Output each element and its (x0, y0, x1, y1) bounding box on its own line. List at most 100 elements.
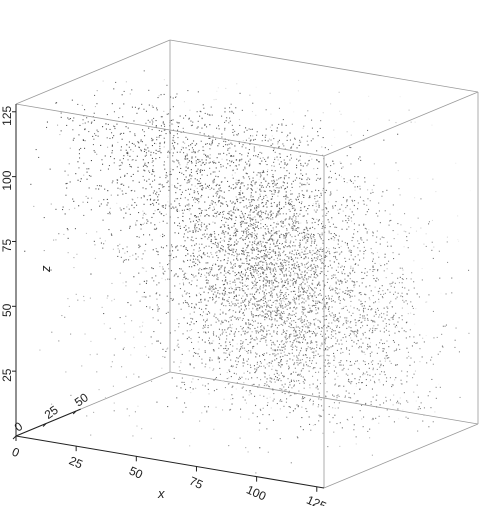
scatter-point (216, 388, 218, 390)
scatter-point (293, 339, 295, 341)
scatter-point (198, 307, 200, 309)
scatter-point (327, 211, 329, 213)
scatter-point (291, 280, 293, 282)
scatter-point (286, 341, 288, 343)
scatter-point (238, 194, 240, 196)
scatter-point (362, 124, 364, 126)
scatter-point (310, 429, 312, 431)
scatter-point (275, 303, 277, 305)
scatter-point (246, 234, 248, 236)
scatter-point (251, 201, 253, 203)
scatter-point (299, 213, 301, 215)
scatter-point (252, 282, 254, 284)
scatter-point (245, 278, 247, 280)
scatter-point (329, 181, 331, 183)
scatter-point (257, 262, 259, 264)
scatter-point (235, 304, 237, 306)
scatter-point (170, 253, 172, 255)
scatter-point (354, 180, 356, 182)
scatter-point (346, 242, 348, 244)
scatter-point (298, 286, 300, 288)
scatter-point (283, 274, 285, 276)
scatter-point (281, 349, 283, 351)
scatter-point (289, 132, 291, 134)
scatter-point (263, 277, 265, 279)
scatter-point (227, 299, 229, 301)
scatter-point (200, 212, 202, 214)
scatter-point (301, 183, 303, 185)
scatter-point (288, 261, 290, 263)
scatter-point (262, 354, 264, 356)
scatter-point (274, 344, 276, 346)
scatter-point (257, 242, 259, 244)
scatter-point (212, 195, 214, 197)
scatter-point (236, 168, 238, 170)
scatter-point (300, 347, 302, 349)
scatter-point (195, 243, 197, 245)
scatter-point (339, 110, 341, 112)
scatter-points (24, 70, 471, 474)
scatter-point (308, 322, 310, 324)
scatter-point (176, 159, 178, 161)
scatter-point (361, 321, 363, 323)
scatter-point (266, 293, 268, 295)
scatter-point (277, 239, 279, 241)
scatter-point (245, 323, 247, 325)
scatter-point (228, 248, 230, 250)
scatter-point (194, 307, 196, 309)
scatter-point (293, 225, 295, 227)
scatter-point (270, 377, 272, 379)
scatter-point (188, 305, 190, 307)
scatter-point (311, 127, 313, 129)
scatter-point (254, 302, 256, 304)
scatter-point (155, 143, 157, 145)
scatter-point (331, 278, 333, 280)
scatter-point (151, 380, 153, 382)
scatter-point (303, 253, 305, 255)
scatter-point (204, 321, 206, 323)
scatter-point (245, 305, 247, 307)
scatter-point (85, 232, 87, 234)
scatter-point (254, 268, 256, 270)
scatter-point (319, 284, 321, 286)
scatter-point (346, 199, 348, 201)
scatter-point (216, 183, 218, 185)
scatter-point (216, 127, 218, 129)
scatter-point (269, 314, 271, 316)
scatter-point (272, 217, 274, 219)
scatter-point (281, 333, 283, 335)
scatter-point (223, 381, 225, 383)
scatter-point (285, 389, 287, 391)
scatter-point (297, 296, 299, 298)
scatter-point (273, 378, 275, 380)
scatter-point (292, 310, 294, 312)
scatter-point (277, 310, 279, 312)
scatter-point (226, 204, 228, 206)
scatter-point (324, 255, 326, 257)
scatter-point (59, 134, 61, 136)
scatter-point (376, 177, 378, 179)
scatter-point (361, 382, 363, 384)
scatter-point (306, 292, 308, 294)
scatter-point (248, 176, 250, 178)
scatter-point (341, 271, 343, 273)
scatter-point (259, 211, 261, 213)
scatter-point (256, 187, 258, 189)
scatter-point (256, 367, 258, 369)
scatter-point (299, 269, 301, 271)
scatter-point (151, 277, 153, 279)
scatter-point (151, 343, 153, 345)
scatter-point (307, 325, 309, 327)
scatter-point (156, 109, 158, 111)
scatter-point (308, 287, 310, 289)
scatter-point (296, 272, 298, 274)
scatter-point (279, 156, 281, 158)
scatter-point (279, 236, 281, 238)
scatter-point (251, 293, 253, 295)
scatter-point (230, 214, 232, 216)
scatter-point (200, 224, 202, 226)
scatter-point (306, 227, 308, 229)
scatter-point (294, 245, 296, 247)
scatter-point (423, 243, 425, 245)
scatter-point (144, 346, 146, 348)
